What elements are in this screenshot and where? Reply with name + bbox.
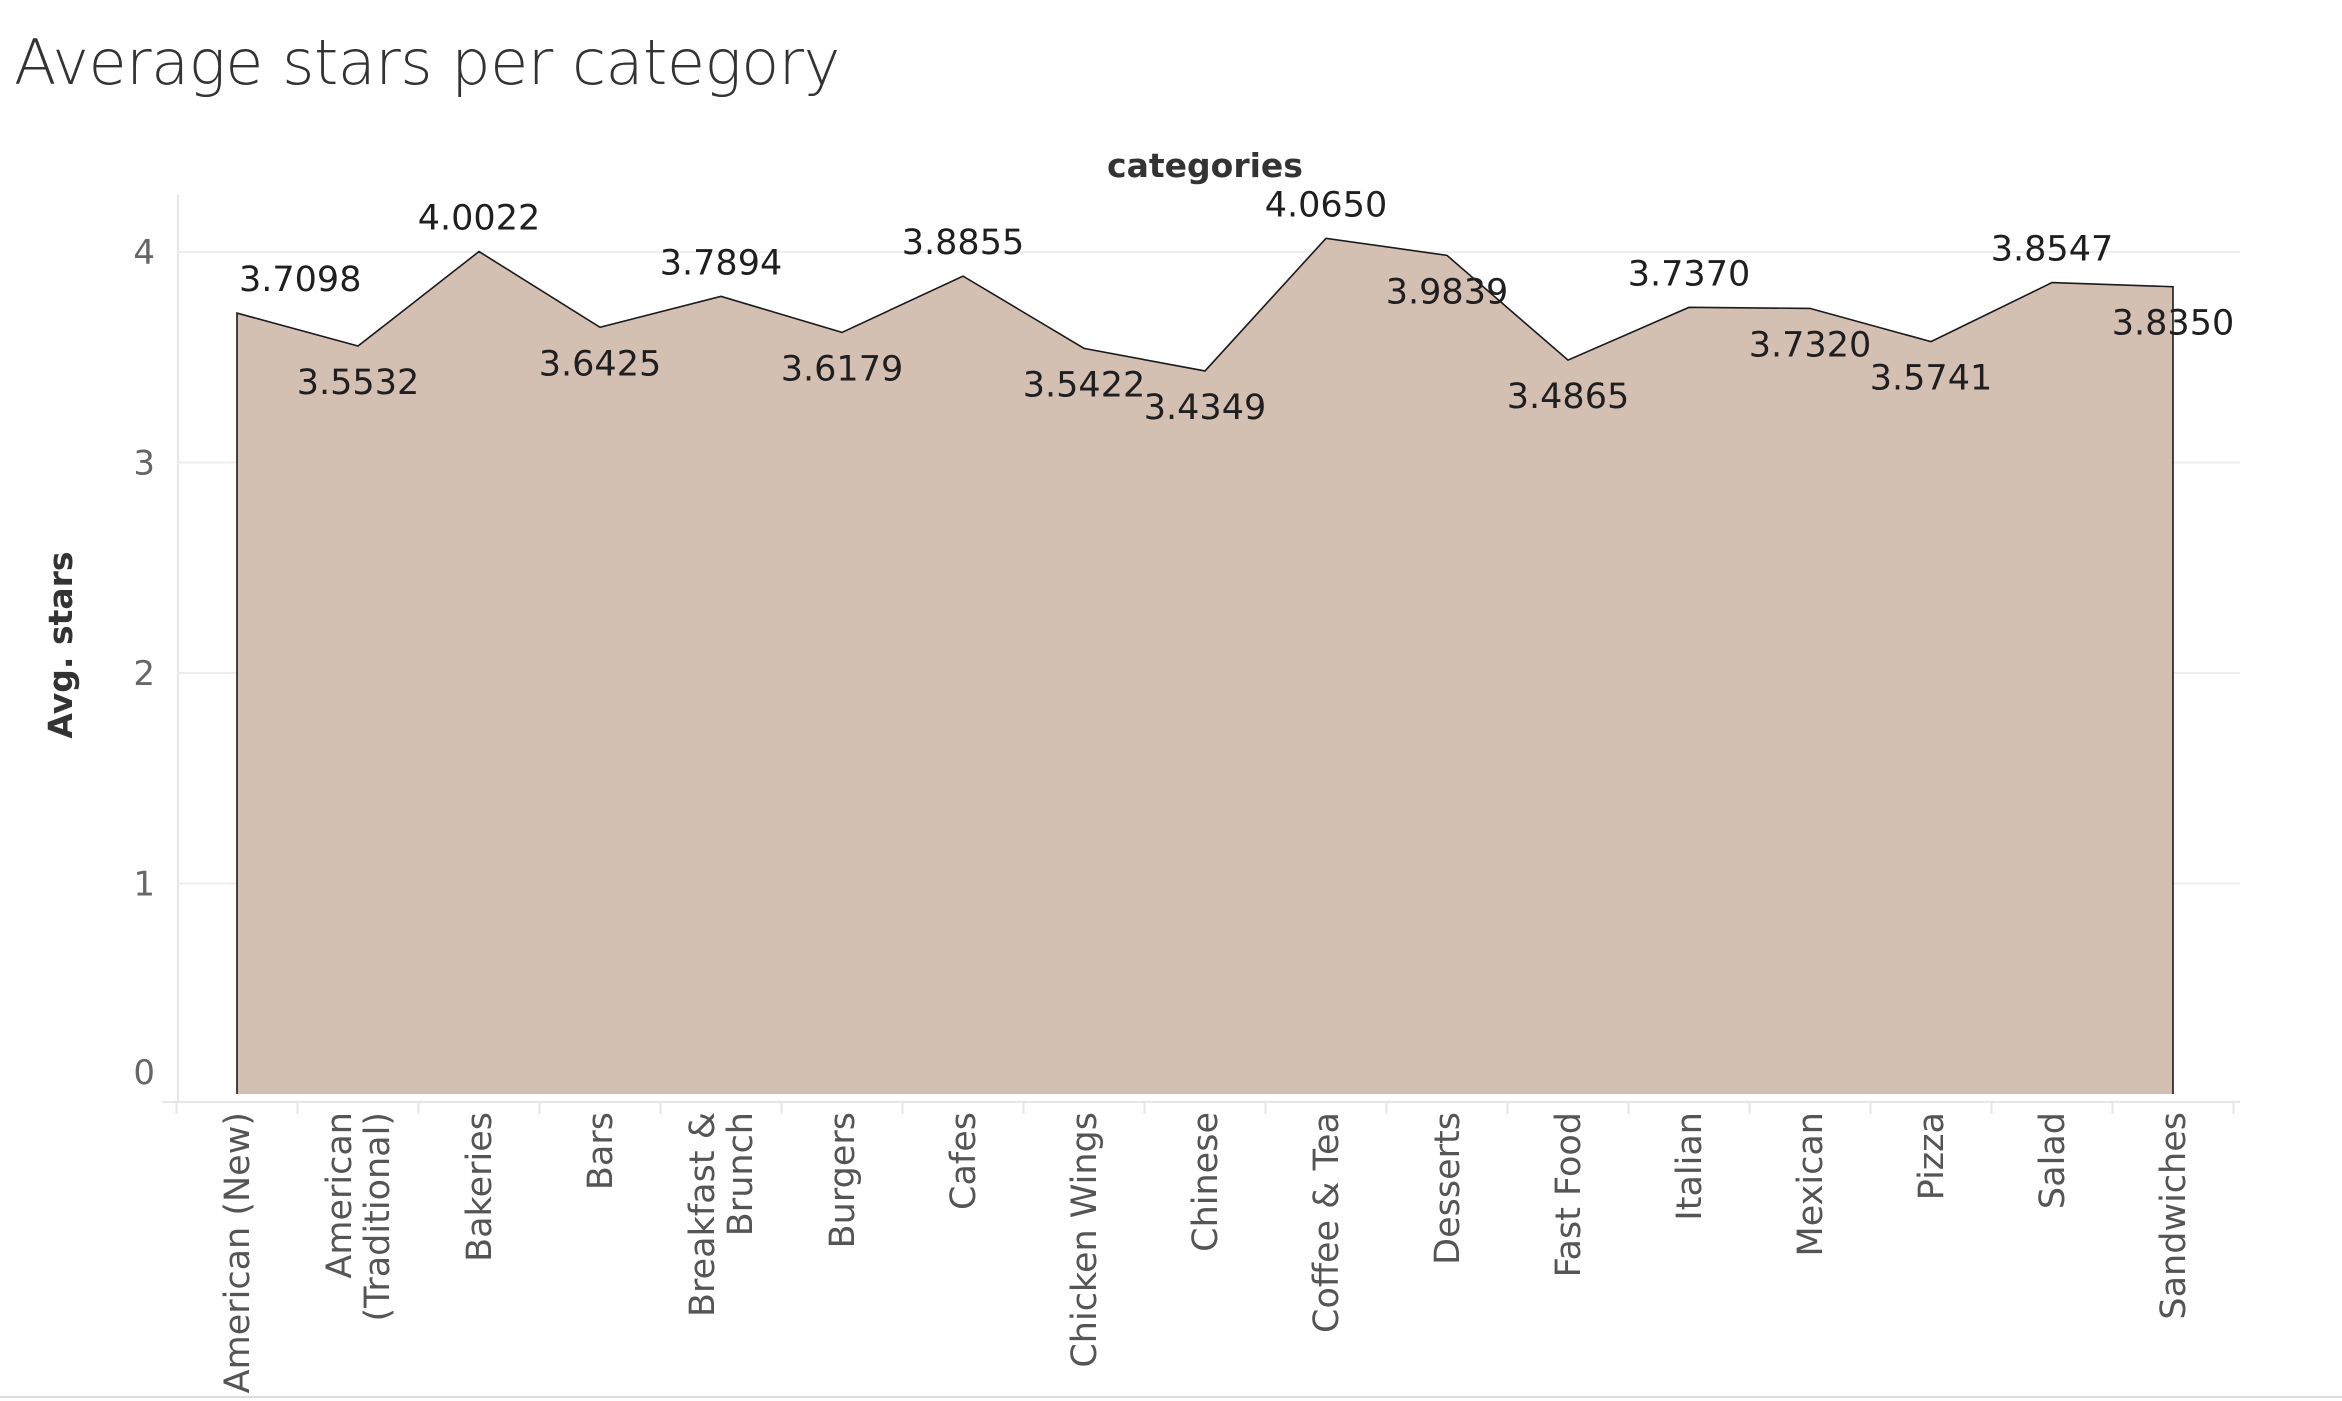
data-label: 3.6179 [781, 349, 903, 389]
area-series [236, 237, 2174, 1094]
data-labels: 3.7098 3.5532 4.0022 3.6425 3.7894 3.6179 3.88… [239, 185, 2234, 428]
y-tick-label: 1 [133, 865, 155, 905]
data-label: 3.7370 [1628, 254, 1750, 294]
x-tick-label: Pizza [1912, 1112, 1952, 1200]
x-tick-label: Fast Food [1549, 1112, 1589, 1277]
x-tick-label: (Traditional) [358, 1112, 398, 1322]
x-tick-label: Cafes [944, 1112, 984, 1210]
x-tick-label: American [320, 1112, 360, 1279]
data-label: 3.5532 [297, 363, 419, 403]
data-label: 3.6425 [539, 344, 661, 384]
area-outline [236, 237, 2174, 1094]
x-tick-label: Burgers [823, 1112, 863, 1248]
x-tick-label: Chinese [1186, 1112, 1226, 1252]
area-fill [237, 238, 2173, 1094]
x-tick-label: Chicken Wings [1065, 1112, 1105, 1368]
y-axis-ticks: 0 1 2 3 4 [133, 233, 155, 1093]
x-tick-label: Brunch [721, 1112, 761, 1236]
bottom-divider [0, 1396, 2342, 1398]
data-label: 3.7320 [1749, 325, 1871, 365]
x-tick-label: Bakeries [460, 1112, 500, 1262]
x-tick-label: Mexican [1791, 1112, 1831, 1256]
x-tick-label: Coffee & Tea [1307, 1112, 1347, 1333]
y-tick-label: 0 [133, 1053, 155, 1093]
y-tick-label: 3 [133, 444, 155, 484]
data-label: 3.8350 [2112, 304, 2234, 344]
data-label: 3.8855 [902, 223, 1024, 263]
data-label: 3.4865 [1507, 377, 1629, 417]
x-tick-label: Desserts [1428, 1112, 1468, 1265]
data-label: 4.0650 [1265, 185, 1387, 225]
data-label: 3.5422 [1023, 365, 1145, 405]
x-tick-label: Breakfast & [683, 1112, 723, 1317]
data-label: 3.7894 [660, 243, 782, 283]
page-title: Average stars per category [14, 26, 840, 99]
x-tick-label: American (New) [218, 1112, 258, 1393]
data-label: 3.5741 [1870, 359, 1992, 399]
x-axis-header: categories [1107, 146, 1303, 185]
y-axis-label: Avg. stars [41, 551, 80, 738]
y-tick-label: 2 [133, 654, 155, 694]
data-label: 3.8547 [1991, 230, 2113, 270]
x-tick-label: Sandwiches [2154, 1112, 2194, 1320]
y-tick-label: 4 [133, 233, 155, 273]
data-label: 4.0022 [418, 199, 540, 239]
data-label: 3.9839 [1386, 272, 1508, 312]
x-tick-label: Salad [2033, 1112, 2073, 1209]
x-tick-label: Bars [581, 1112, 621, 1190]
data-label: 3.7098 [239, 260, 361, 300]
x-tick-label: Italian [1670, 1112, 1710, 1221]
data-label: 3.4349 [1144, 388, 1266, 428]
x-axis-ticks: American (New) American(Traditional) Baker… [175, 1102, 2235, 1393]
